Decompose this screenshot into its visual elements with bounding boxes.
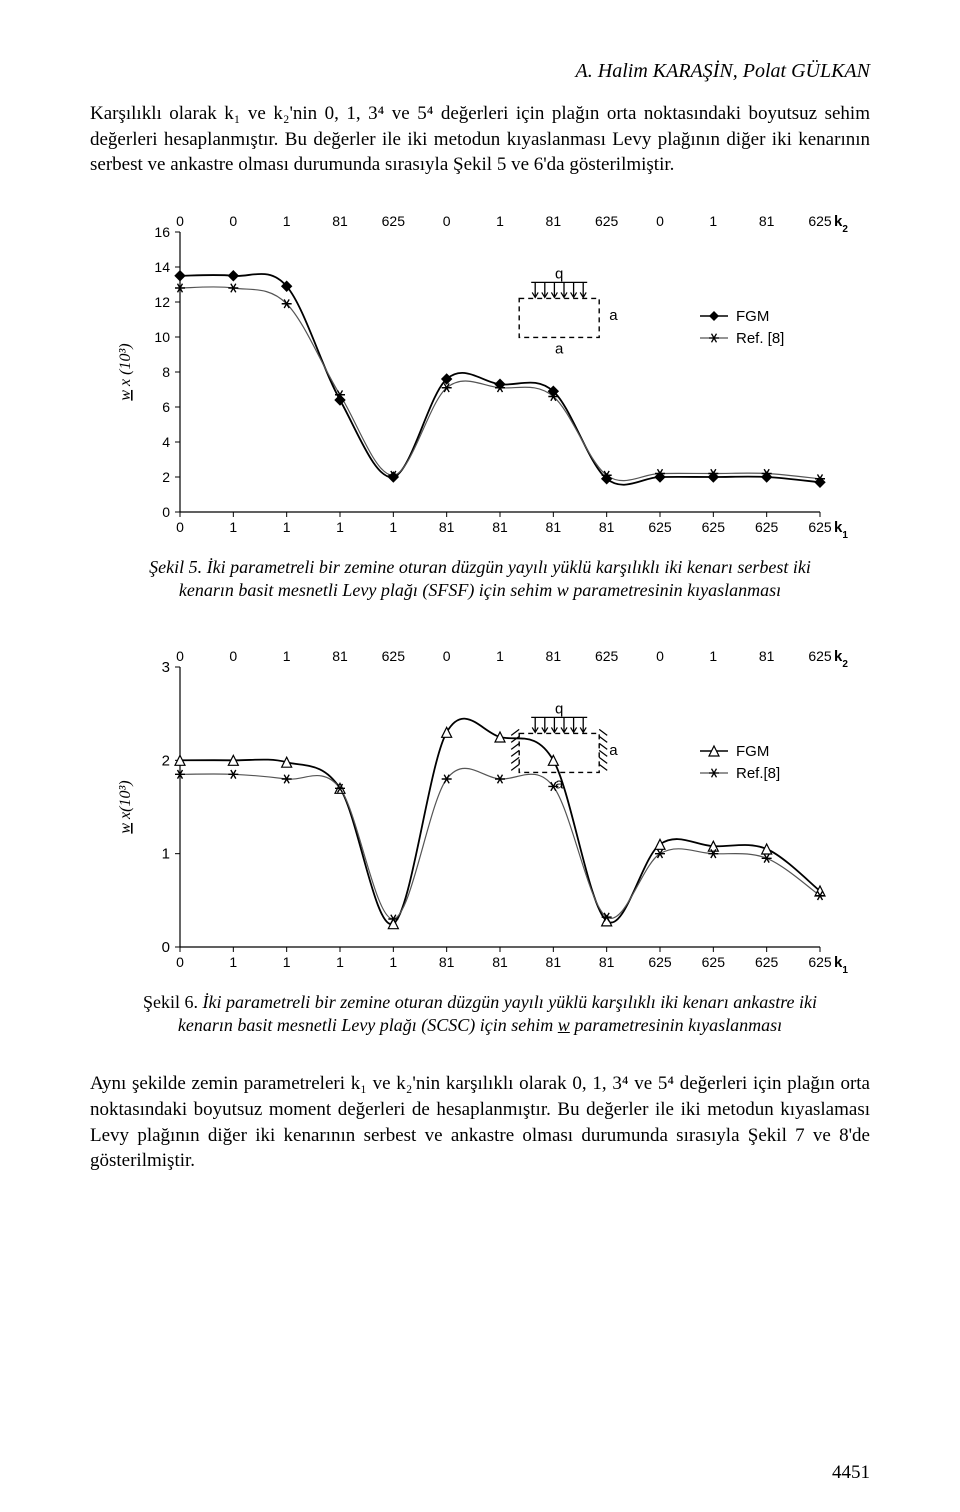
svg-text:625: 625	[702, 519, 726, 535]
svg-text:w x (10³): w x (10³)	[117, 343, 134, 400]
svg-text:q: q	[555, 700, 563, 717]
svg-text:625: 625	[648, 519, 672, 535]
svg-text:625: 625	[808, 519, 832, 535]
svg-text:625: 625	[808, 954, 832, 970]
svg-text:4: 4	[162, 434, 170, 450]
svg-text:625: 625	[808, 213, 832, 229]
page-header-authors: A. Halim KARAŞİN, Polat GÜLKAN	[90, 60, 870, 83]
svg-text:w x(10³): w x(10³)	[117, 780, 134, 833]
svg-text:625: 625	[808, 648, 832, 664]
svg-text:3: 3	[162, 659, 170, 676]
svg-text:12: 12	[154, 294, 170, 310]
svg-text:625: 625	[755, 519, 779, 535]
svg-text:625: 625	[382, 648, 406, 664]
svg-text:16: 16	[154, 224, 170, 240]
svg-text:0: 0	[162, 504, 170, 520]
svg-text:81: 81	[439, 954, 455, 970]
svg-text:0: 0	[229, 213, 237, 229]
svg-text:81: 81	[439, 519, 455, 535]
svg-text:2: 2	[162, 469, 170, 485]
svg-text:81: 81	[759, 213, 775, 229]
svg-text:625: 625	[755, 954, 779, 970]
svg-text:81: 81	[492, 519, 508, 535]
svg-text:14: 14	[154, 259, 170, 275]
svg-text:0: 0	[229, 648, 237, 664]
svg-text:0: 0	[162, 939, 170, 956]
svg-text:q: q	[555, 265, 563, 282]
svg-text:1: 1	[283, 648, 291, 664]
figure-6-caption-text: İki parametreli bir zemine oturan düzgün…	[178, 992, 817, 1035]
paragraph-2: Aynı şekilde zemin parametreleri k₁ ve k…	[90, 1071, 870, 1174]
figure-6-chart: 01230018162501816250181625k2011118181818…	[100, 637, 860, 977]
svg-text:0: 0	[176, 213, 184, 229]
svg-text:625: 625	[382, 213, 406, 229]
svg-text:81: 81	[546, 213, 562, 229]
svg-text:81: 81	[546, 954, 562, 970]
page-number: 4451	[832, 1462, 870, 1484]
svg-text:625: 625	[702, 954, 726, 970]
svg-text:81: 81	[332, 213, 348, 229]
svg-text:81: 81	[332, 648, 348, 664]
svg-text:Ref. [8]: Ref. [8]	[736, 330, 784, 347]
svg-text:1: 1	[162, 845, 170, 862]
svg-text:1: 1	[336, 954, 344, 970]
svg-text:81: 81	[599, 519, 615, 535]
svg-text:k2: k2	[834, 213, 848, 235]
figure-6-caption: Şekil 6. İki parametreli bir zemine otur…	[130, 991, 830, 1038]
paragraph-1: Karşılıklı olarak k₁ ve k₂'nin 0, 1, 3⁴ …	[90, 101, 870, 178]
svg-text:1: 1	[389, 519, 397, 535]
svg-text:81: 81	[599, 954, 615, 970]
svg-text:10: 10	[154, 329, 170, 345]
svg-text:8: 8	[162, 364, 170, 380]
svg-text:Ref.[8]: Ref.[8]	[736, 765, 780, 782]
svg-text:FGM: FGM	[736, 743, 769, 760]
svg-text:0: 0	[443, 648, 451, 664]
svg-text:81: 81	[546, 648, 562, 664]
svg-text:0: 0	[176, 954, 184, 970]
svg-text:0: 0	[656, 648, 664, 664]
svg-text:k1: k1	[834, 519, 848, 541]
svg-text:1: 1	[229, 954, 237, 970]
svg-text:1: 1	[709, 213, 717, 229]
svg-text:k2: k2	[834, 648, 848, 670]
svg-text:1: 1	[229, 519, 237, 535]
svg-text:2: 2	[162, 752, 170, 769]
svg-text:1: 1	[336, 519, 344, 535]
svg-text:a: a	[609, 307, 618, 324]
svg-text:FGM: FGM	[736, 308, 769, 325]
svg-text:1: 1	[283, 954, 291, 970]
svg-text:1: 1	[283, 213, 291, 229]
svg-text:625: 625	[648, 954, 672, 970]
svg-text:0: 0	[656, 213, 664, 229]
svg-text:81: 81	[759, 648, 775, 664]
svg-text:1: 1	[496, 213, 504, 229]
figure-5-chart: 02468101214160018162501816250181625k2011…	[100, 202, 860, 542]
svg-text:81: 81	[546, 519, 562, 535]
svg-text:a: a	[555, 775, 564, 792]
svg-text:1: 1	[496, 648, 504, 664]
svg-text:1: 1	[709, 648, 717, 664]
svg-text:6: 6	[162, 399, 170, 415]
svg-text:0: 0	[443, 213, 451, 229]
svg-text:81: 81	[492, 954, 508, 970]
svg-text:1: 1	[389, 954, 397, 970]
svg-text:a: a	[609, 742, 618, 759]
svg-text:0: 0	[176, 648, 184, 664]
figure-5-caption: Şekil 5. İki parametreli bir zemine otur…	[130, 556, 830, 603]
svg-text:1: 1	[283, 519, 291, 535]
svg-text:a: a	[555, 340, 564, 357]
svg-text:k1: k1	[834, 954, 848, 976]
svg-text:625: 625	[595, 213, 619, 229]
svg-text:0: 0	[176, 519, 184, 535]
svg-text:625: 625	[595, 648, 619, 664]
